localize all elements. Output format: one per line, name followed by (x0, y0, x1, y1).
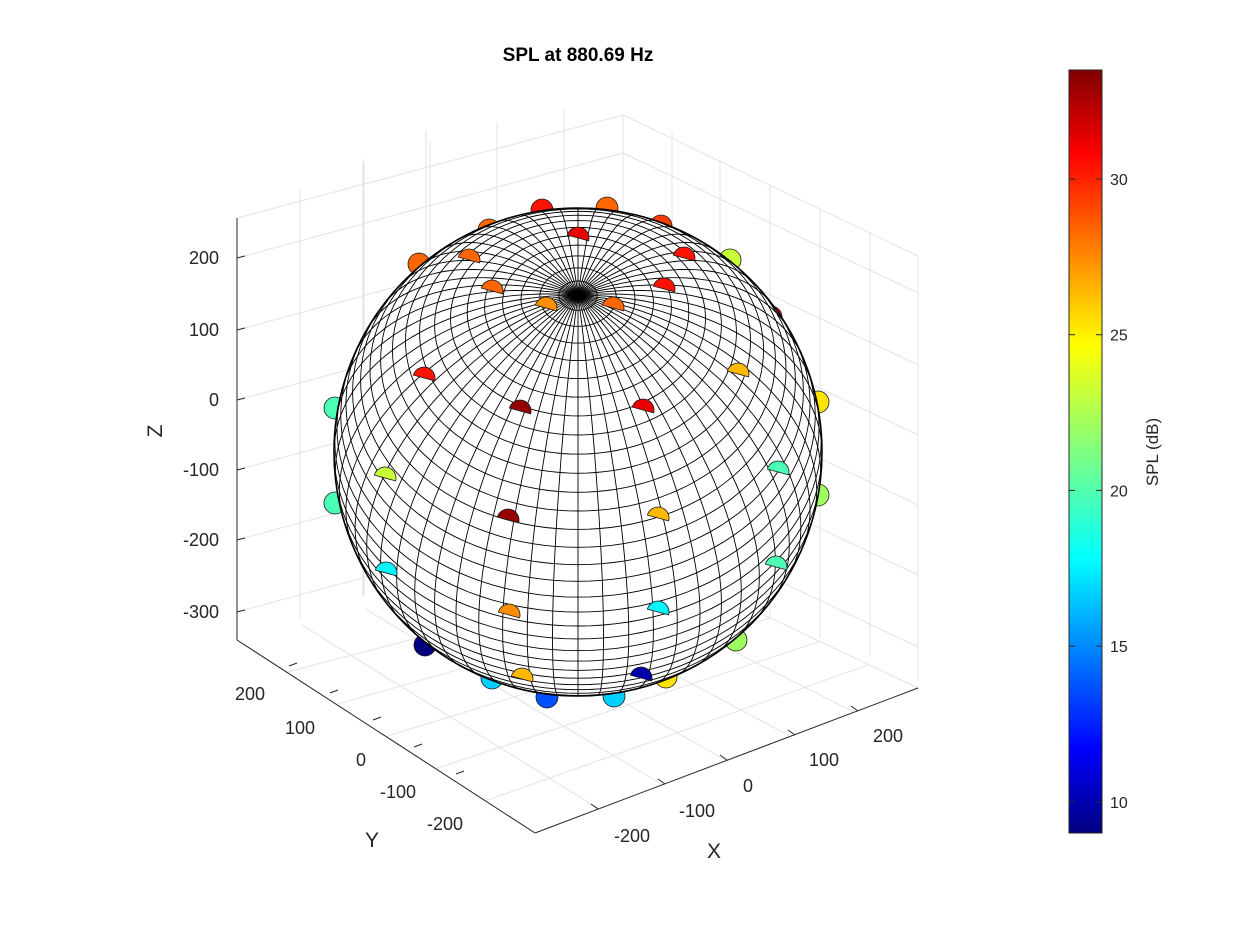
axes-lines (236, 218, 919, 834)
colorbar-tick-label: 10 (1110, 795, 1128, 812)
sensor-point (508, 399, 532, 415)
sensor-point (652, 277, 676, 293)
y-tick-label: 200 (235, 684, 265, 704)
z-tick-label: -300 (183, 602, 219, 622)
colorbar-tick-label: 20 (1110, 483, 1128, 500)
y-tick-label: -200 (427, 814, 463, 834)
sensor-point (457, 248, 481, 264)
x-tick-label: -200 (614, 826, 650, 846)
sensor-point (631, 398, 655, 414)
y-axis-ticks: 200 100 0 -100 -200 (235, 662, 465, 834)
front-sensor-points (373, 226, 790, 683)
x-axis-label: X (707, 840, 721, 863)
colorbar-tick-label: 30 (1110, 172, 1128, 189)
z-tick-label: 200 (189, 248, 219, 268)
sensor-point (497, 603, 521, 619)
z-tick-label: 0 (209, 390, 219, 410)
x-axis-ticks: -200 -100 0 100 200 (590, 705, 903, 846)
sensor-point (672, 246, 696, 262)
sensor-point (480, 279, 504, 295)
sensor-point (601, 296, 625, 312)
y-axis-label: Y (365, 829, 379, 852)
x-tick-label: 0 (743, 776, 753, 796)
z-tick-label: -100 (183, 460, 219, 480)
z-axis-label: Z (144, 424, 167, 437)
sensor-point (629, 666, 653, 682)
sensor-point (566, 226, 590, 242)
sensor-point (764, 555, 788, 571)
sphere-surface (333, 207, 823, 697)
z-tick-label: 100 (189, 320, 219, 340)
z-tick-label: -200 (183, 530, 219, 550)
colorbar-gradient (1068, 69, 1103, 834)
y-tick-label: 0 (356, 750, 366, 770)
sensor-point (510, 667, 534, 683)
sensor-point (374, 561, 398, 577)
sensor-point (534, 296, 558, 312)
colorbar: 30 25 20 15 10 SPL (dB) (1068, 69, 1162, 834)
sensor-point (646, 506, 670, 522)
sensor-point (373, 466, 397, 482)
colorbar-ticks: 30 25 20 15 10 (1069, 172, 1128, 812)
sensor-point (496, 508, 520, 524)
sensor-point (646, 600, 670, 616)
colorbar-tick-label: 25 (1110, 328, 1128, 345)
chart-title: SPL at 880.69 Hz (503, 45, 654, 66)
z-axis-ticks: 200 100 0 -100 -200 -300 (183, 248, 246, 622)
x-tick-label: -100 (679, 801, 715, 821)
colorbar-tick-label: 15 (1110, 639, 1128, 656)
x-tick-label: 200 (873, 726, 903, 746)
sensor-point (412, 366, 436, 382)
sensor-point (766, 460, 790, 476)
colorbar-label: SPL (dB) (1143, 418, 1162, 486)
x-tick-label: 100 (809, 750, 839, 770)
y-tick-label: 100 (285, 718, 315, 738)
y-tick-label: -100 (380, 782, 416, 802)
sensor-point (726, 362, 750, 378)
